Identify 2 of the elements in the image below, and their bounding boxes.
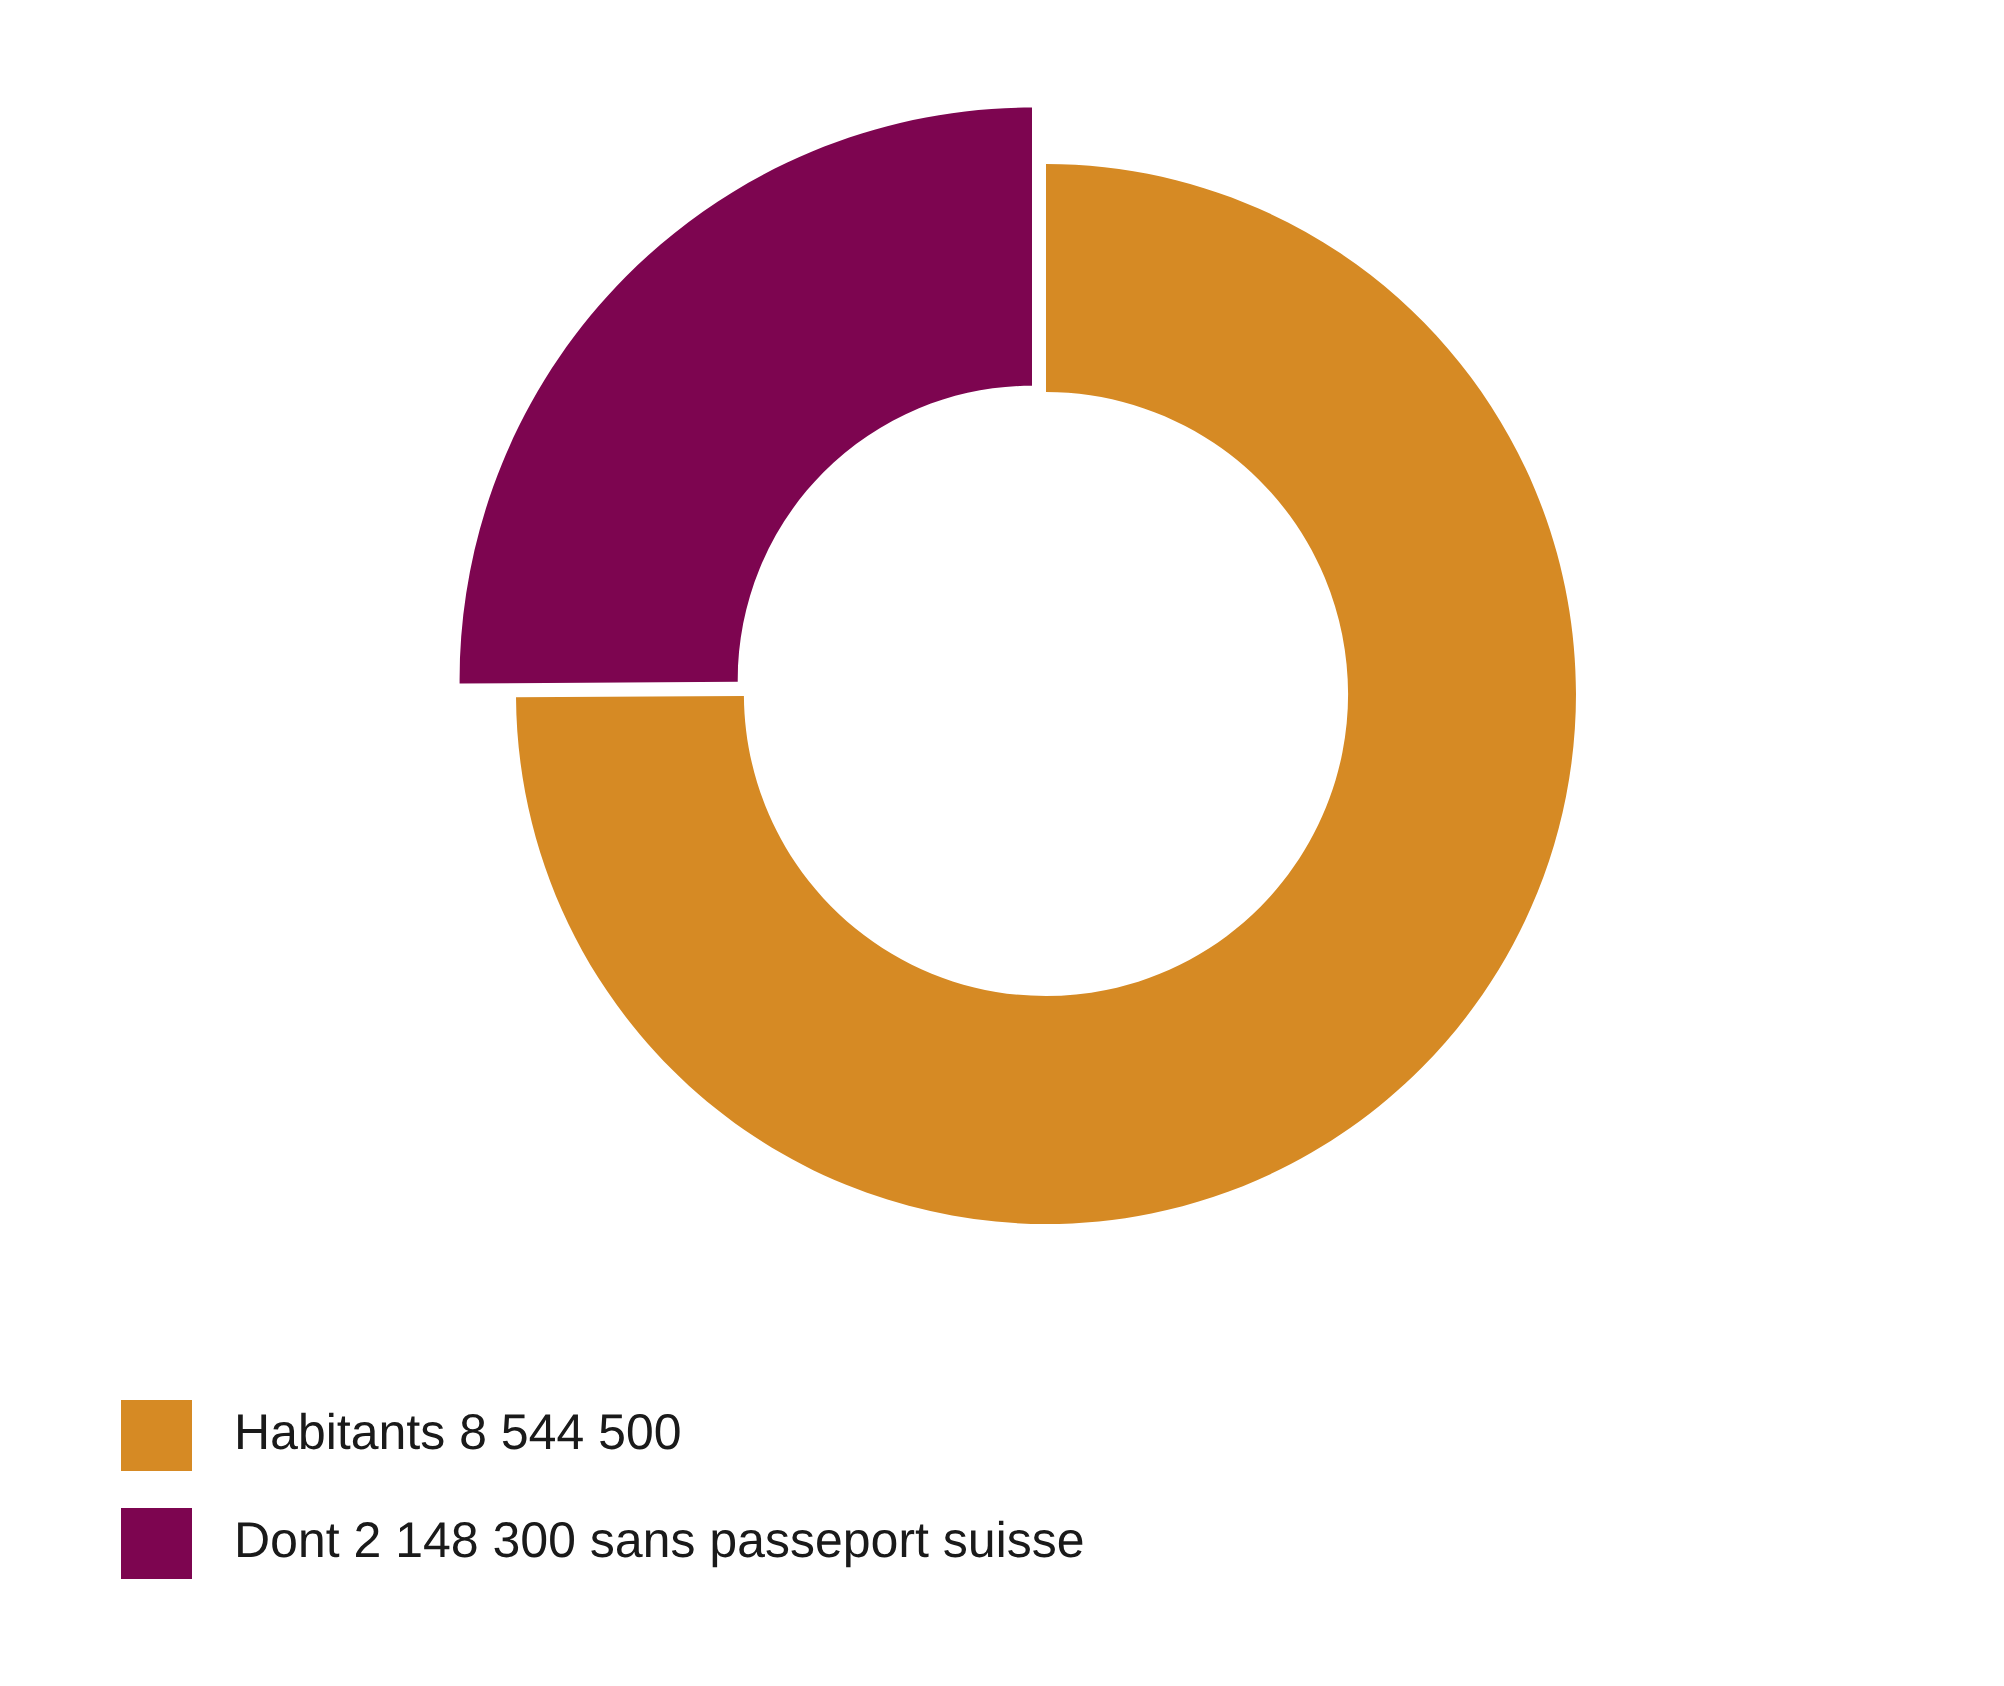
- legend-label: Dont 2 148 300 sans passeport suisse: [238, 1520, 1083, 1568]
- legend-label: Habitants 8 544 500: [238, 1412, 680, 1450]
